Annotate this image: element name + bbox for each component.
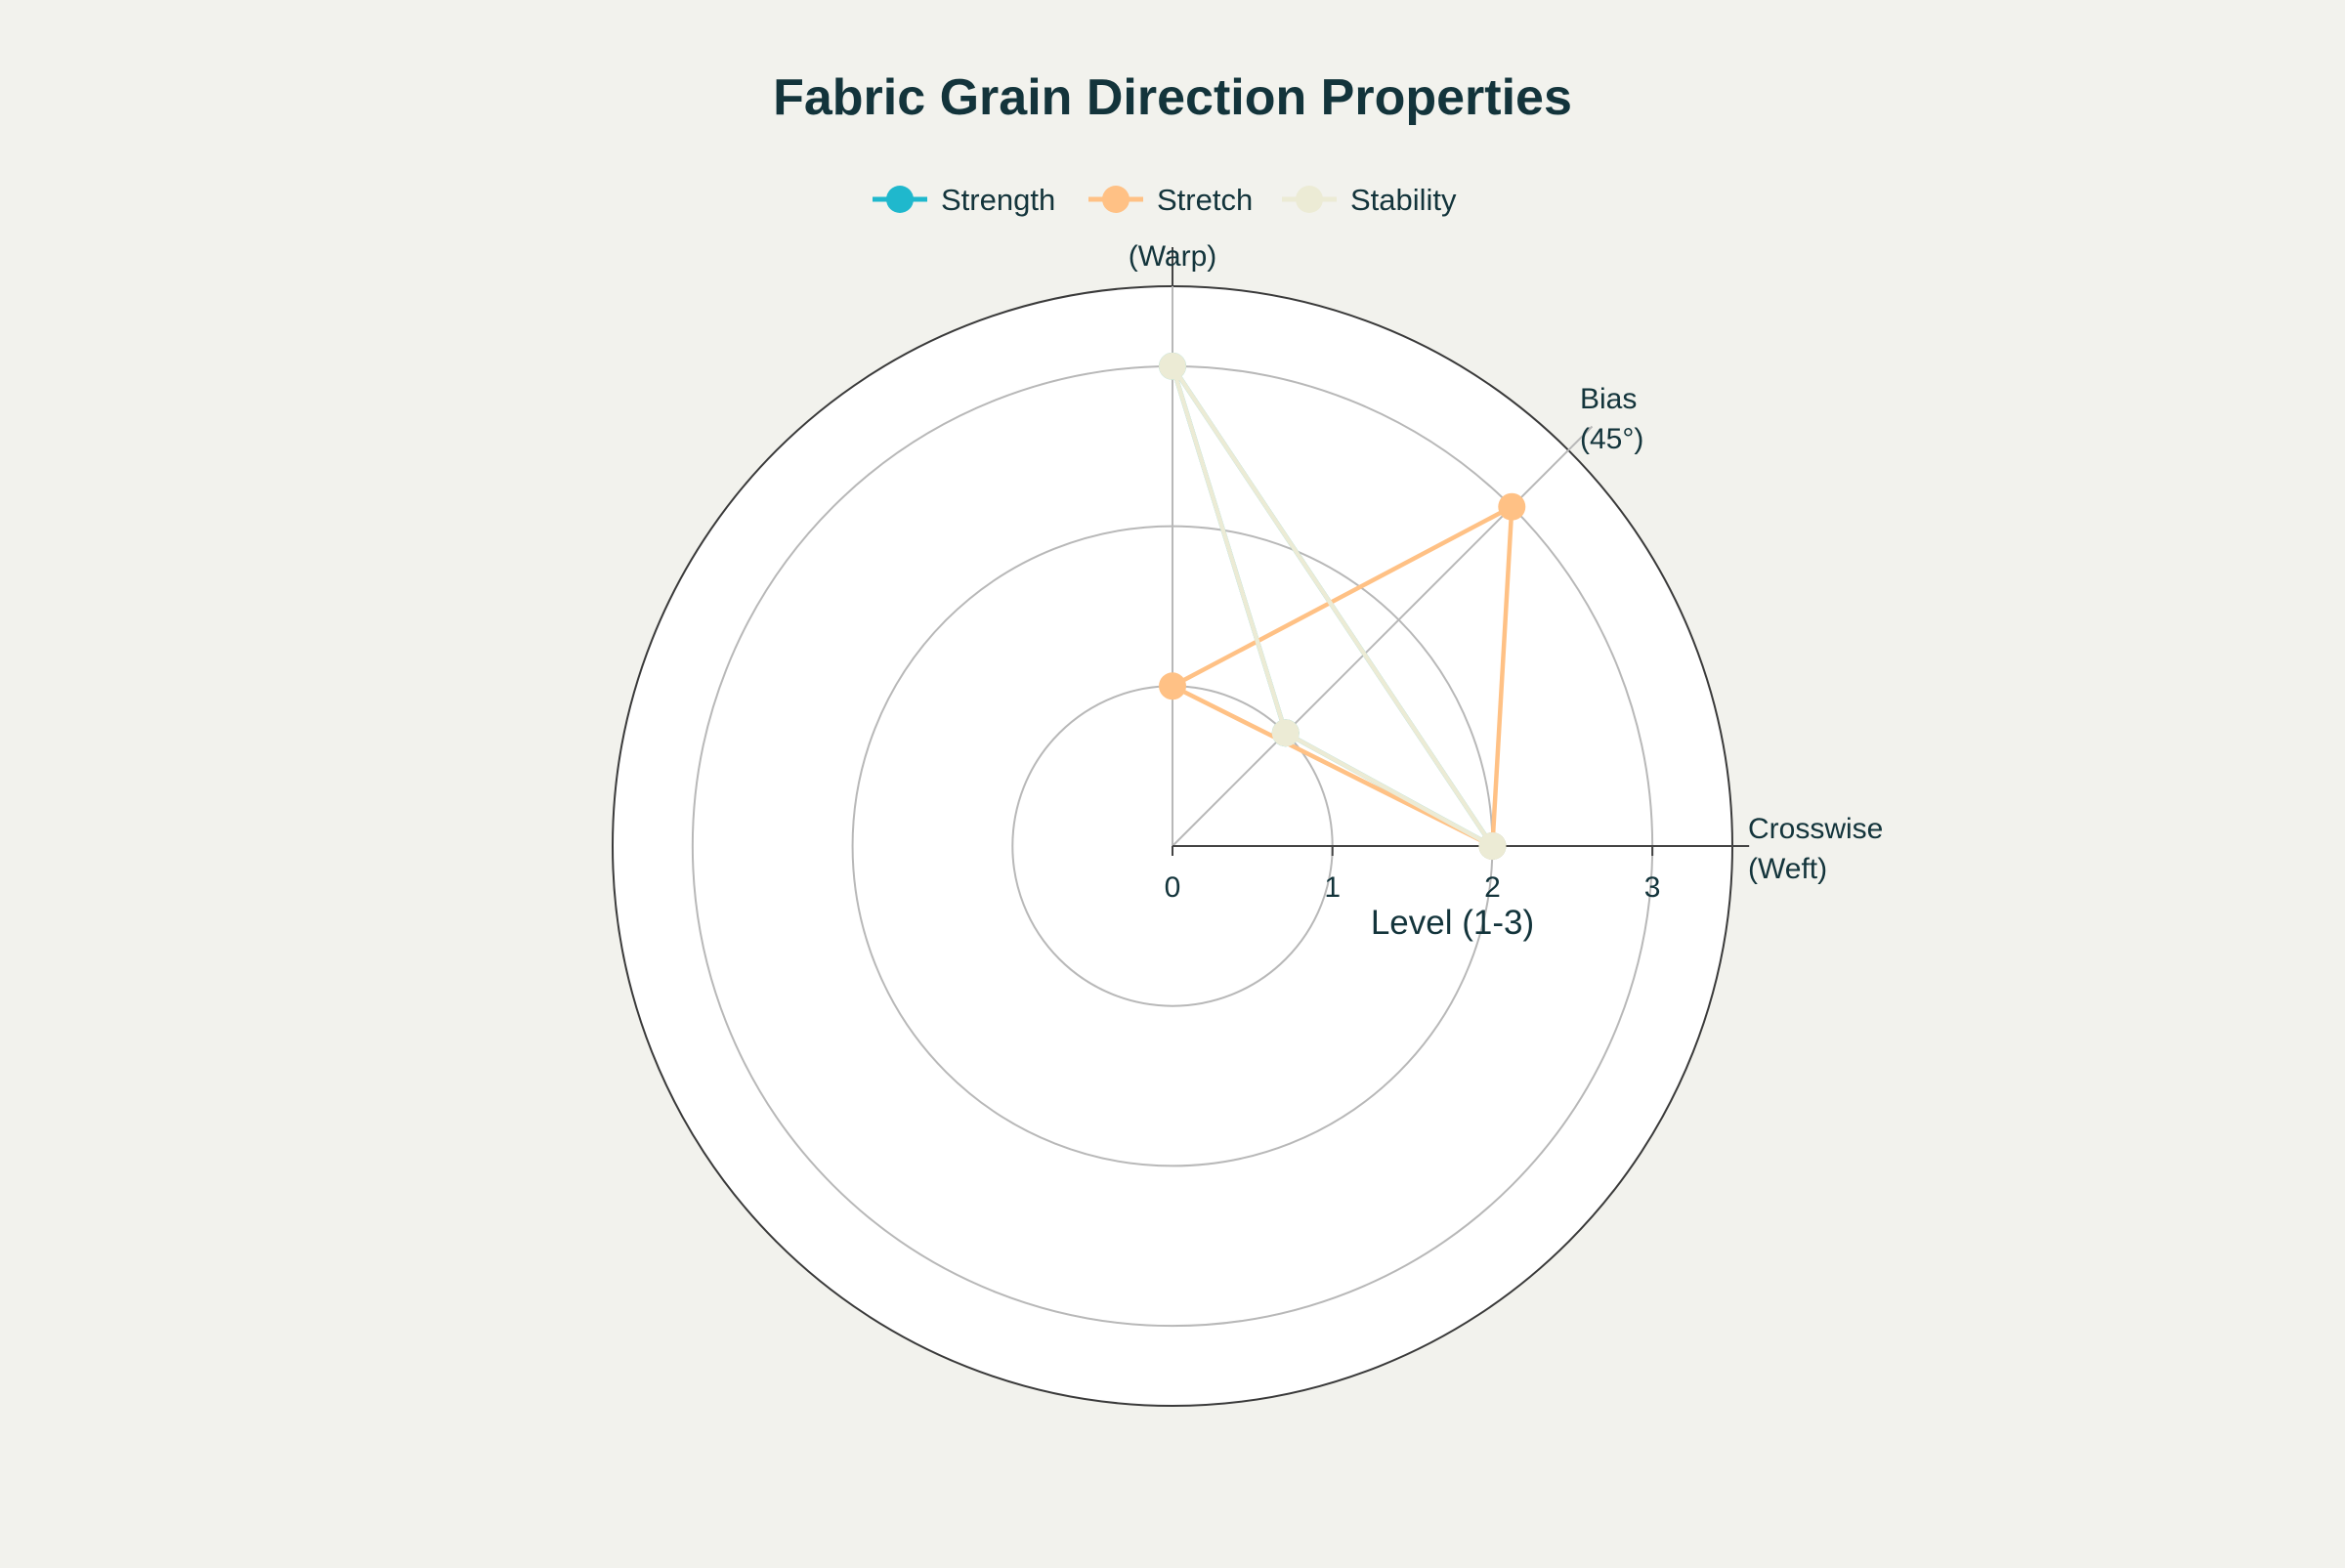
series-line-stability [1170,363,1495,849]
angular-label-0: (Warp) [1129,240,1217,273]
bias-axis-tick [1567,425,1594,451]
plot-area: 0 1 2 3 Level (1-3) (Warp) Bias (45°) Crosswise(… [612,240,1883,1407]
radial-tick-label-1: 1 [1324,871,1341,904]
legend-label-stretch: Stretch [1157,183,1253,217]
data-point-stability-2 [1478,832,1507,860]
data-point-stability-0 [1159,352,1186,380]
data-point-stability-1 [1271,719,1300,747]
radial-axis-title: Level (1-3) [1371,904,1534,942]
angular-label-2: Crosswise (Weft) [1748,813,1883,885]
radial-tick-label-0: 0 [1165,871,1181,904]
radial-tick-label-2: 2 [1484,871,1501,904]
legend-marker-stretch [1102,186,1130,213]
legend: Strength Stretch Stability [873,183,1457,217]
angular-label-1: Bias (45°) [1580,383,1643,455]
legend-label-strength: Strength [941,183,1055,217]
data-point-stretch-1 [1498,492,1526,521]
data-point-stretch-0 [1159,672,1186,700]
legend-label-stability: Stability [1350,183,1457,217]
series-line-stretch [1170,504,1514,849]
legend-marker-strength [886,186,914,213]
chart-title: Fabric Grain Direction Properties [773,69,1572,126]
radial-tick-label-3: 3 [1644,871,1661,904]
legend-marker-stability [1296,186,1323,213]
